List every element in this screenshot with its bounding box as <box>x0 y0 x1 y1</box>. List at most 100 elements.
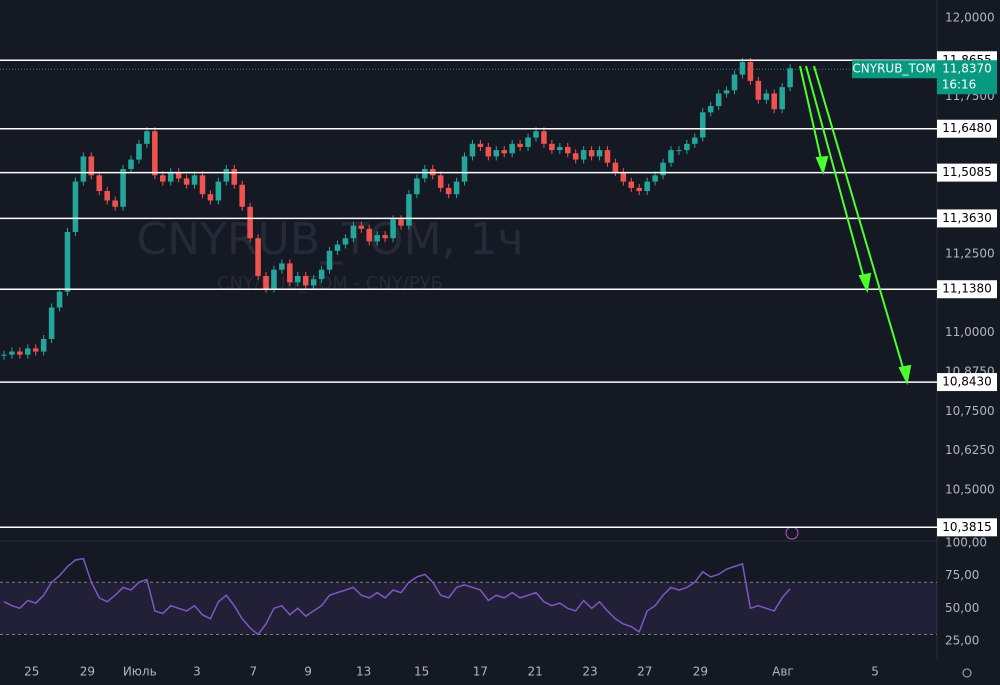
candle <box>342 238 349 245</box>
level-label-box <box>937 280 997 299</box>
candle <box>318 269 325 280</box>
candle <box>660 162 666 176</box>
candle <box>88 156 95 176</box>
candle <box>485 146 492 157</box>
candle <box>287 263 293 283</box>
candle <box>48 307 55 339</box>
rsi-tick-label: 100,00 <box>945 536 987 550</box>
x-tick-label: 21 <box>528 665 543 679</box>
candle <box>128 159 134 170</box>
level-label: 10,8430 <box>942 375 992 389</box>
candle <box>390 219 396 239</box>
candle <box>715 93 722 107</box>
candle <box>755 80 762 100</box>
candle <box>437 175 444 188</box>
x-tick-label: 27 <box>637 665 652 679</box>
candle <box>9 351 15 355</box>
candle <box>334 244 341 251</box>
candle <box>644 181 650 192</box>
candle <box>310 279 317 286</box>
candle <box>707 106 714 113</box>
candle <box>279 263 285 270</box>
x-tick-label: Авг <box>772 665 794 679</box>
y-tick-label: 11,0000 <box>945 325 995 339</box>
candle <box>636 187 643 192</box>
candle <box>596 150 603 157</box>
x-tick-label: 29 <box>80 665 95 679</box>
settings-icon[interactable] <box>962 668 972 678</box>
candle <box>509 143 515 154</box>
candle <box>517 143 523 147</box>
level-label-box <box>937 163 997 182</box>
candle <box>80 156 87 182</box>
candle <box>144 131 150 144</box>
symbol-label: CNYRUB_TOM <box>852 62 935 76</box>
level-label: 10,3815 <box>942 520 992 534</box>
candle <box>501 150 508 154</box>
candle <box>175 172 182 179</box>
candle <box>136 143 142 160</box>
arrowhead <box>898 364 912 386</box>
symbol-box <box>852 60 937 79</box>
level-label-box <box>937 518 997 537</box>
candle <box>223 169 230 182</box>
level-label-box <box>937 209 997 228</box>
candle <box>787 68 793 88</box>
price-box <box>937 60 997 95</box>
candle <box>525 137 531 147</box>
candle <box>366 228 373 242</box>
arrow <box>805 65 867 287</box>
candle <box>167 172 174 182</box>
candle <box>64 231 71 292</box>
candle <box>771 93 777 110</box>
candle <box>32 348 39 352</box>
forecast-arrows <box>799 65 912 386</box>
last-price-label: 11,8370 <box>942 62 992 76</box>
candle <box>445 187 452 195</box>
watermark-subtitle: CNY/RUB_TOM - CNY/РУБ <box>217 273 443 294</box>
candle <box>183 178 190 185</box>
candle <box>247 206 253 239</box>
candle <box>628 181 635 188</box>
candle <box>160 175 166 182</box>
candle <box>17 351 23 355</box>
candle <box>294 276 301 283</box>
candle <box>191 175 198 185</box>
candle <box>699 112 706 138</box>
x-tick-label: 17 <box>473 665 488 679</box>
y-tick-label: 10,6250 <box>945 443 995 457</box>
candle <box>374 235 380 242</box>
candle <box>207 194 214 201</box>
candle <box>461 156 468 182</box>
level-label: 11,5085 <box>942 165 992 179</box>
x-tick-label: 7 <box>249 665 257 679</box>
candle <box>493 150 500 157</box>
candle <box>382 235 388 239</box>
rsi-tick-label: 50,00 <box>945 601 979 615</box>
candle <box>684 143 690 151</box>
candle <box>120 169 126 207</box>
level-label-box <box>937 373 997 392</box>
candle <box>358 225 365 229</box>
arrowhead <box>858 272 872 294</box>
candle <box>199 175 206 195</box>
candle <box>72 181 79 232</box>
rsi-tick-label: 25,00 <box>945 633 979 647</box>
level-label-box <box>937 119 997 138</box>
candle <box>302 276 309 286</box>
candle <box>604 150 611 163</box>
candle <box>580 150 587 160</box>
candle <box>469 143 476 157</box>
candle <box>414 178 420 195</box>
candle <box>668 150 674 163</box>
candle <box>422 169 428 179</box>
event-icon[interactable] <box>785 526 799 540</box>
candle <box>350 225 357 239</box>
x-tick-label: 13 <box>356 665 371 679</box>
x-tick-label: 23 <box>582 665 597 679</box>
candle <box>779 87 785 110</box>
x-tick-label: 25 <box>24 665 39 679</box>
rsi-line <box>3 557 791 636</box>
candle <box>477 143 484 147</box>
